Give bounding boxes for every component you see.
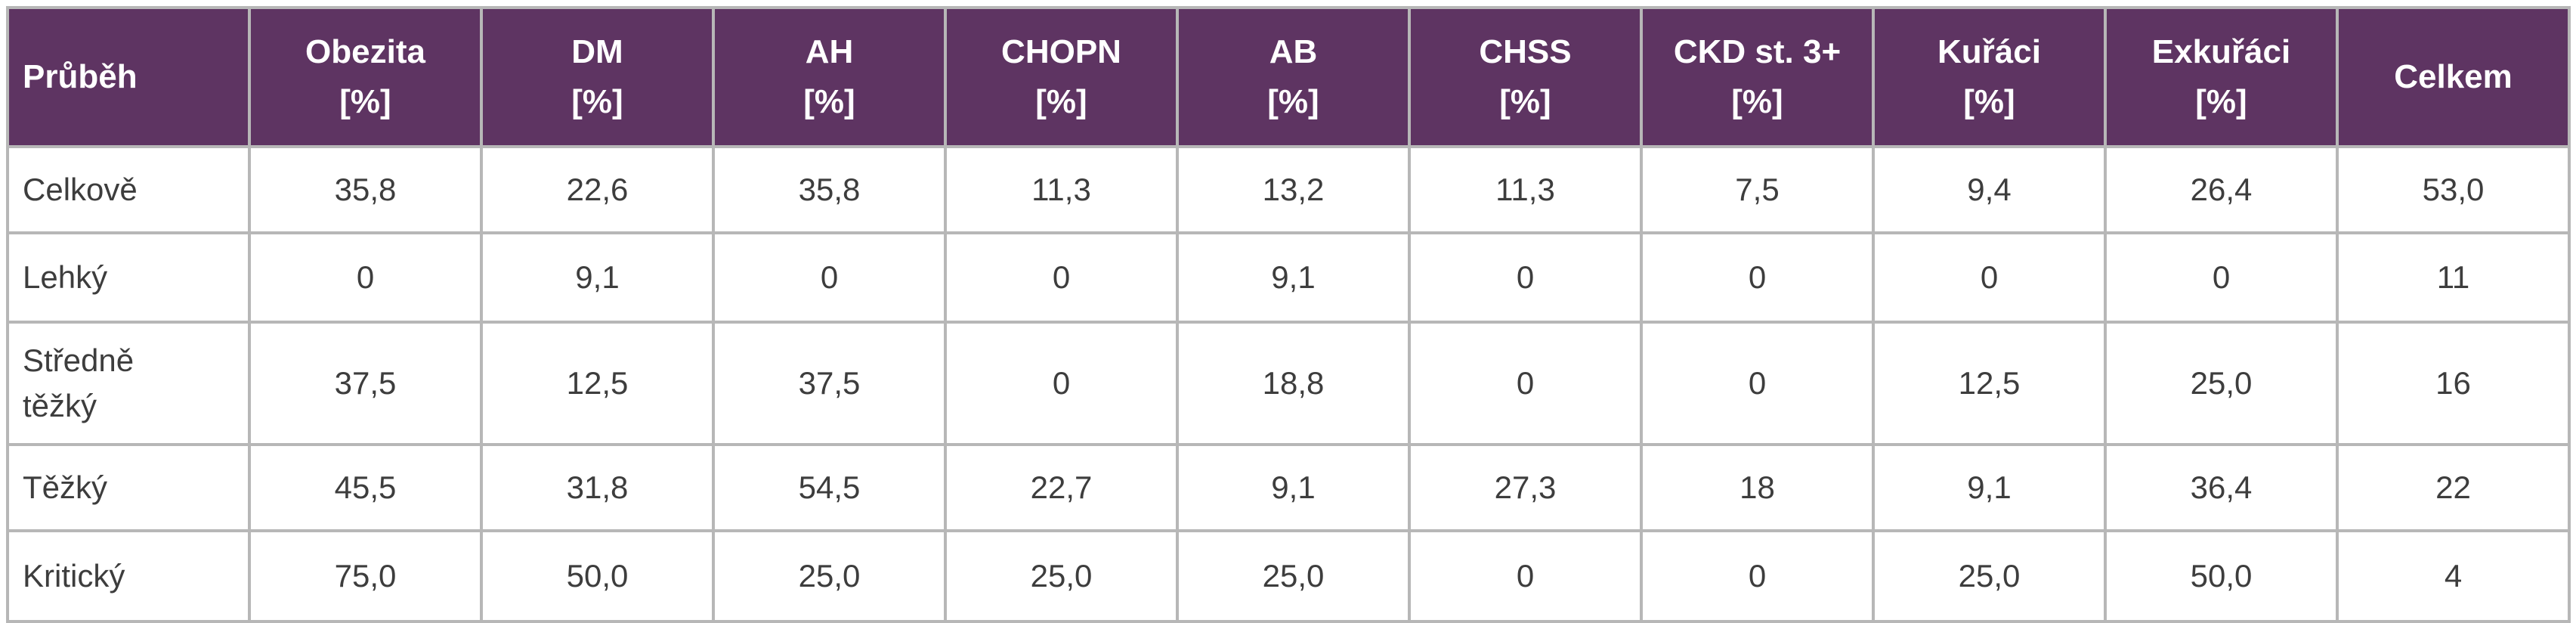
row-label-line: Středně: [23, 342, 135, 378]
column-header-ex-smokers: Exkuřáci [%]: [2104, 6, 2339, 148]
table-cell: 25,0: [1872, 529, 2107, 623]
table-cell: 0: [712, 231, 947, 324]
table-cell: 0: [2104, 231, 2339, 324]
table-cell: 37,5: [248, 321, 483, 446]
table-row-overall: Celkově 35,8 22,6 35,8 11,3 13,2 11,3 7,…: [6, 145, 2571, 234]
column-header-course: Průběh: [6, 6, 251, 148]
table-cell: 22,6: [480, 145, 715, 234]
row-label-line: těžký: [23, 388, 97, 423]
table-cell: 35,8: [248, 145, 483, 234]
table-cell: 9,1: [1176, 231, 1411, 324]
table-cell: 45,5: [248, 443, 483, 532]
column-header-name: AB: [1269, 33, 1318, 70]
row-label: Středně těžký: [6, 321, 251, 446]
table-cell: 31,8: [480, 443, 715, 532]
table-cell: 11: [2336, 231, 2571, 324]
row-label: Těžký: [6, 443, 251, 532]
column-header-chopn: CHOPN [%]: [944, 6, 1179, 148]
row-label: Lehký: [6, 231, 251, 324]
column-header-name: Celkem: [2394, 58, 2513, 95]
table-cell: 35,8: [712, 145, 947, 234]
table-cell: 37,5: [712, 321, 947, 446]
column-header-unit: [%]: [2195, 83, 2247, 120]
table-cell: 26,4: [2104, 145, 2339, 234]
table-cell: 22: [2336, 443, 2571, 532]
table-row-critical: Kritický 75,0 50,0 25,0 25,0 25,0 0 0 25…: [6, 529, 2571, 623]
table-cell: 50,0: [2104, 529, 2339, 623]
comorbidity-table: Průběh Obezita [%] DM [%] AH [%] CHOPN […: [6, 6, 2571, 623]
column-header-name: Exkuřáci: [2151, 33, 2291, 70]
table-cell: 0: [1408, 529, 1643, 623]
comorbidity-table-container: Průběh Obezita [%] DM [%] AH [%] CHOPN […: [6, 6, 2571, 623]
table-cell: 9,1: [1872, 443, 2107, 532]
table-cell: 11,3: [944, 145, 1179, 234]
table-cell: 25,0: [2104, 321, 2339, 446]
column-header-ab: AB [%]: [1176, 6, 1411, 148]
table-cell: 9,1: [1176, 443, 1411, 532]
table-cell: 12,5: [480, 321, 715, 446]
table-cell: 11,3: [1408, 145, 1643, 234]
table-cell: 36,4: [2104, 443, 2339, 532]
column-header-unit: [%]: [803, 83, 855, 120]
column-header-name: Obezita: [305, 33, 425, 70]
row-label: Celkově: [6, 145, 251, 234]
table-row-mild: Lehký 0 9,1 0 0 9,1 0 0 0 0 11: [6, 231, 2571, 324]
column-header-ckd: CKD st. 3+ [%]: [1640, 6, 1875, 148]
table-cell: 25,0: [712, 529, 947, 623]
table-cell: 12,5: [1872, 321, 2107, 446]
table-row-severe: Těžký 45,5 31,8 54,5 22,7 9,1 27,3 18 9,…: [6, 443, 2571, 532]
table-cell: 0: [1640, 529, 1875, 623]
column-header-name: CHOPN: [1001, 33, 1121, 70]
column-header-smokers: Kuřáci [%]: [1872, 6, 2107, 148]
column-header-unit: [%]: [1499, 83, 1551, 120]
column-header-unit: [%]: [339, 83, 391, 120]
table-cell: 18,8: [1176, 321, 1411, 446]
table-cell: 0: [944, 321, 1179, 446]
column-header-unit: [%]: [1731, 83, 1783, 120]
column-header-unit: [%]: [1035, 83, 1087, 120]
table-cell: 7,5: [1640, 145, 1875, 234]
table-cell: 54,5: [712, 443, 947, 532]
column-header-obesity: Obezita [%]: [248, 6, 483, 148]
column-header-name: DM: [571, 33, 623, 70]
table-cell: 0: [1408, 321, 1643, 446]
table-cell: 27,3: [1408, 443, 1643, 532]
table-cell: 25,0: [944, 529, 1179, 623]
table-cell: 9,1: [480, 231, 715, 324]
column-header-unit: [%]: [1963, 83, 2015, 120]
table-cell: 25,0: [1176, 529, 1411, 623]
table-cell: 0: [1408, 231, 1643, 324]
table-cell: 75,0: [248, 529, 483, 623]
column-header-unit: [%]: [1267, 83, 1319, 120]
table-cell: 9,4: [1872, 145, 2107, 234]
table-cell: 13,2: [1176, 145, 1411, 234]
column-header-ah: AH [%]: [712, 6, 947, 148]
table-cell: 18: [1640, 443, 1875, 532]
table-cell: 22,7: [944, 443, 1179, 532]
table-cell: 53,0: [2336, 145, 2571, 234]
table-cell: 0: [1640, 231, 1875, 324]
column-header-name: CKD st. 3+: [1673, 33, 1842, 70]
table-cell: 0: [1640, 321, 1875, 446]
table-cell: 16: [2336, 321, 2571, 446]
column-header-chss: CHSS [%]: [1408, 6, 1643, 148]
row-label: Kritický: [6, 529, 251, 623]
column-header-unit: [%]: [571, 83, 623, 120]
table-cell: 50,0: [480, 529, 715, 623]
table-cell: 4: [2336, 529, 2571, 623]
table-cell: 0: [248, 231, 483, 324]
table-row-moderate: Středně těžký 37,5 12,5 37,5 0 18,8 0 0 …: [6, 321, 2571, 446]
table-cell: 0: [1872, 231, 2107, 324]
column-header-name: Kuřáci: [1937, 33, 2041, 70]
column-header-dm: DM [%]: [480, 6, 715, 148]
header-row: Průběh Obezita [%] DM [%] AH [%] CHOPN […: [6, 6, 2571, 148]
column-header-name: AH: [805, 33, 854, 70]
table-cell: 0: [944, 231, 1179, 324]
column-header-name: CHSS: [1479, 33, 1572, 70]
column-header-total: Celkem: [2336, 6, 2571, 148]
